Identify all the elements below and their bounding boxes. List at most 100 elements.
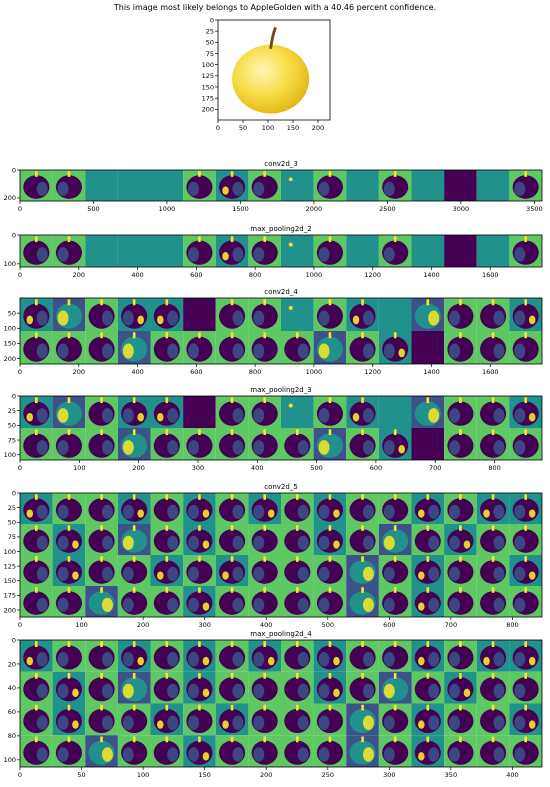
y-tick-label: 75 [8, 533, 16, 541]
feature-map-tile-shade [318, 440, 330, 455]
feature-map-tile-stem [100, 332, 103, 339]
feature-map-tile-shade [318, 247, 330, 262]
feature-map-tile-hilite [26, 656, 34, 666]
feature-map-tile-shade [57, 310, 69, 326]
feature-map-tile-stem [393, 525, 397, 531]
feature-map-tile-shade [362, 566, 374, 581]
y-tick-label: 75 [206, 50, 214, 58]
x-tick-label: 600 [190, 271, 202, 279]
feature-map-tile-stem [263, 673, 266, 679]
feature-map-tile-shade [232, 683, 244, 699]
feature-map-tile-shade [362, 715, 374, 731]
feature-map-tile-shade [297, 747, 309, 762]
feature-map-tile-stem [165, 736, 169, 743]
layer-panel-max_pooling2d_3: max_pooling2d_30 100 200 300 400 500 600 700 800… [4, 386, 543, 472]
feature-map-tile-shade [318, 535, 330, 550]
feature-map-tile-stem [426, 556, 430, 562]
feature-map-tile-stem [35, 299, 38, 306]
feature-map-tile-shade [318, 715, 330, 731]
feature-map-tile-shade [188, 440, 200, 455]
feature-map-tile-shade [493, 747, 505, 762]
feature-map-tile-stem [361, 525, 364, 531]
feature-map-tile-shade [383, 343, 395, 359]
feature-map-tile-shade [428, 408, 440, 423]
feature-map-tile-shade [101, 747, 113, 762]
feature-map-tile-stem [263, 587, 266, 593]
feature-map-tile-stem [296, 525, 299, 531]
feature-map-tile-stem [491, 673, 495, 679]
feature-map-tile-stem [100, 641, 103, 647]
y-tick-label: 50 [206, 39, 214, 47]
feature-map-tile-stem [165, 494, 169, 500]
y-tick-label: 150 [4, 340, 16, 348]
feature-map-tile-stem [198, 704, 201, 711]
feature-map-tile-shade [383, 715, 395, 731]
feature-map-tile-shade [122, 597, 134, 612]
feature-map-tile-stem [35, 736, 38, 743]
feature-map-tile-stem [296, 736, 299, 743]
x-tick-label: 3500 [526, 205, 543, 213]
x-tick-label: 150 [198, 771, 210, 779]
feature-map-tile-stem [67, 525, 71, 531]
x-tick-label: 800 [506, 621, 518, 629]
feature-map-tile-stem [328, 556, 332, 562]
feature-map-tile-stem [393, 736, 397, 743]
feature-map-tile-stem [67, 429, 71, 436]
feature-map-tile-stem [361, 299, 364, 306]
feature-map-tile-stem [491, 641, 495, 647]
feature-map-tile-stem [230, 525, 234, 531]
feature-map-tile-shade [514, 715, 526, 731]
feature-map-tile-hilite [528, 315, 536, 325]
feature-map-tile-shade [101, 683, 113, 699]
feature-map-tile-hilite [72, 688, 79, 698]
feature-map-tile-stem [426, 299, 430, 306]
feature-map-tile-stem [426, 525, 430, 531]
feature-map-tile-shade [57, 652, 69, 667]
feature-map-tile-shade [253, 566, 265, 581]
feature-map-tile [476, 170, 510, 201]
x-tick-label: 0 [18, 771, 22, 779]
layer-panel-conv2d_4: conv2d_40 200 400 600 800 1000 1200 1400 1600501… [4, 288, 543, 376]
feature-map-tile-stem [459, 525, 462, 531]
feature-map-tile-shade [232, 715, 244, 731]
feature-map-tile-shade [449, 747, 461, 762]
y-tick-label: 25 [8, 407, 16, 415]
feature-map-tile-hilite [267, 656, 275, 666]
feature-map-tile-shade [514, 504, 526, 519]
feature-map-tile-shade [253, 310, 265, 326]
feature-map-tile-shade [57, 408, 69, 423]
feature-map-tile-stem [198, 525, 201, 531]
feature-map-tile-hilite [333, 509, 340, 518]
feature-map-tile-stem [361, 397, 364, 404]
feature-map-tile-hilite [202, 752, 210, 761]
feature-map-tile-stem [230, 236, 234, 243]
layer-panel-max_pooling2d_2: max_pooling2d_20 200 400 600 800 1000 1200 1400… [4, 225, 543, 279]
feature-map-tile-stem [459, 673, 462, 679]
feature-map-tile-hilite [222, 571, 229, 580]
y-tick-label: 175 [202, 94, 214, 102]
x-tick-label: 1000 [306, 368, 323, 376]
feature-map-tile-shade [318, 597, 330, 612]
feature-map-tile-stem [361, 704, 364, 711]
feature-map-tile-shade [188, 535, 200, 550]
feature-map-tile-shade [36, 343, 48, 359]
feature-map-tile-stem [524, 525, 527, 531]
feature-map-tile-hilite [222, 186, 229, 195]
feature-map-tile-shade [253, 597, 265, 612]
feature-map-tile [117, 170, 151, 201]
feature-map-tile-shade [514, 683, 526, 699]
x-tick-label: 200 [260, 771, 272, 779]
feature-map-tile-shade [362, 597, 374, 612]
x-tick-label: 200 [73, 368, 85, 376]
feature-map-tile-stem [132, 397, 136, 404]
x-tick-label: 400 [131, 271, 143, 279]
feature-map-tile-shade [167, 343, 179, 359]
feature-map-tile-shade [188, 504, 200, 519]
feature-map-tile-hilite [72, 540, 79, 549]
feature-map-tile-shade [57, 566, 69, 581]
feature-map-tile-stem [296, 332, 299, 339]
x-tick-label: 0 [18, 621, 22, 629]
y-tick-label: 50 [8, 519, 16, 527]
feature-map-tile-shade [297, 597, 309, 612]
